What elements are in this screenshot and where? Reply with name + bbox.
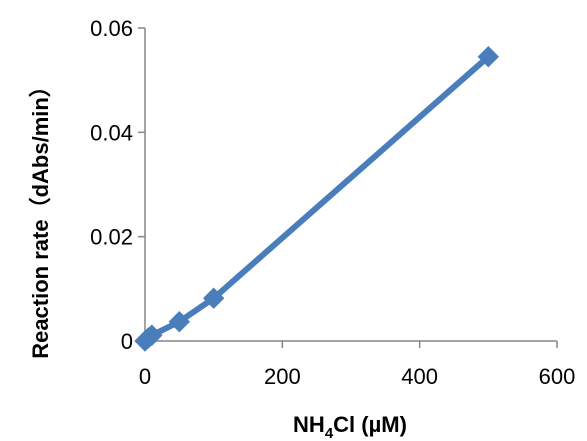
x-axis-title-unit: Cl (µM): [333, 412, 407, 437]
data-point-marker: [202, 287, 225, 309]
x-tick-label: 400: [401, 364, 438, 389]
y-axis-title: Reaction rate（dAbs/min）: [28, 75, 53, 359]
plot-area: [134, 45, 500, 352]
series-line: [142, 53, 492, 344]
axes: [144, 28, 557, 342]
x-axis-title-subscript: 4: [325, 425, 334, 441]
x-tick-label: 200: [264, 364, 301, 389]
x-axis-title: NH4Cl (µM): [293, 412, 407, 441]
y-tick-label: 0: [121, 329, 133, 354]
x-axis-title-main: NH: [293, 412, 325, 437]
data-point-marker: [141, 324, 163, 346]
y-tick-label: 0.06: [90, 16, 133, 41]
data-point-marker: [477, 45, 500, 68]
data-point-marker: [168, 310, 191, 333]
y-tick-label: 0.04: [90, 120, 133, 145]
y-axis-ticks: 0 0.02 0.04 0.06: [90, 16, 145, 354]
y-tick-label: 0.02: [90, 225, 133, 250]
x-tick-label: 600: [539, 364, 576, 389]
x-tick-label: 0: [139, 364, 151, 389]
x-axis-ticks: 0 200 400 600: [139, 341, 575, 389]
